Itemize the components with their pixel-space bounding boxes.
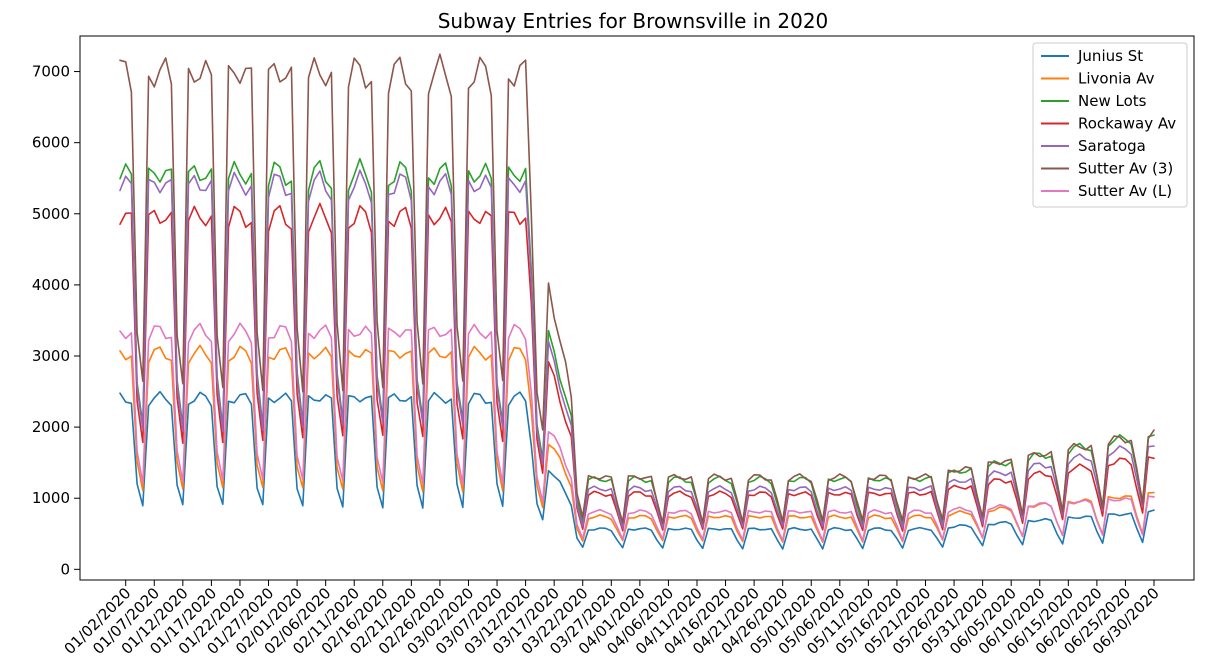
x-axis: 01/02/202001/07/202001/12/202001/17/2020… bbox=[61, 580, 1163, 658]
y-tick-label: 6000 bbox=[32, 134, 70, 152]
legend-label: Sutter Av (3) bbox=[1078, 160, 1173, 178]
y-tick-label: 1000 bbox=[32, 489, 70, 507]
legend-box bbox=[1032, 42, 1188, 208]
legend-label: Rockaway Av bbox=[1078, 115, 1176, 133]
y-tick-label: 4000 bbox=[32, 276, 70, 294]
y-tick-label: 7000 bbox=[32, 63, 70, 81]
series-line-5 bbox=[119, 169, 1155, 530]
series-line-1 bbox=[119, 390, 1155, 550]
plot-area bbox=[119, 53, 1155, 550]
y-tick-label: 2000 bbox=[32, 418, 70, 436]
legend: Junius St Livonia Av New Lots Rockaway Av Sa… bbox=[1032, 42, 1188, 208]
series-line-2 bbox=[119, 344, 1155, 543]
legend-label: Sutter Av (L) bbox=[1078, 182, 1172, 200]
legend-label: New Lots bbox=[1078, 92, 1147, 110]
series-line-7 bbox=[119, 322, 1155, 542]
series-line-3 bbox=[119, 157, 1155, 526]
series-line-4 bbox=[119, 202, 1155, 532]
y-tick-label: 3000 bbox=[32, 347, 70, 365]
legend-label: Saratoga bbox=[1078, 137, 1146, 155]
legend-label: Junius St bbox=[1077, 47, 1143, 65]
legend-label: Livonia Av bbox=[1078, 70, 1155, 88]
y-tick-label: 0 bbox=[60, 560, 70, 578]
chart-title: Subway Entries for Brownsville in 2020 bbox=[438, 9, 829, 33]
y-axis: 0 1000 2000 3000 4000 5000 6000 7000 bbox=[32, 63, 80, 578]
y-tick-label: 5000 bbox=[32, 205, 70, 223]
axes-frame bbox=[79, 35, 1195, 581]
series-line-6 bbox=[119, 53, 1155, 524]
